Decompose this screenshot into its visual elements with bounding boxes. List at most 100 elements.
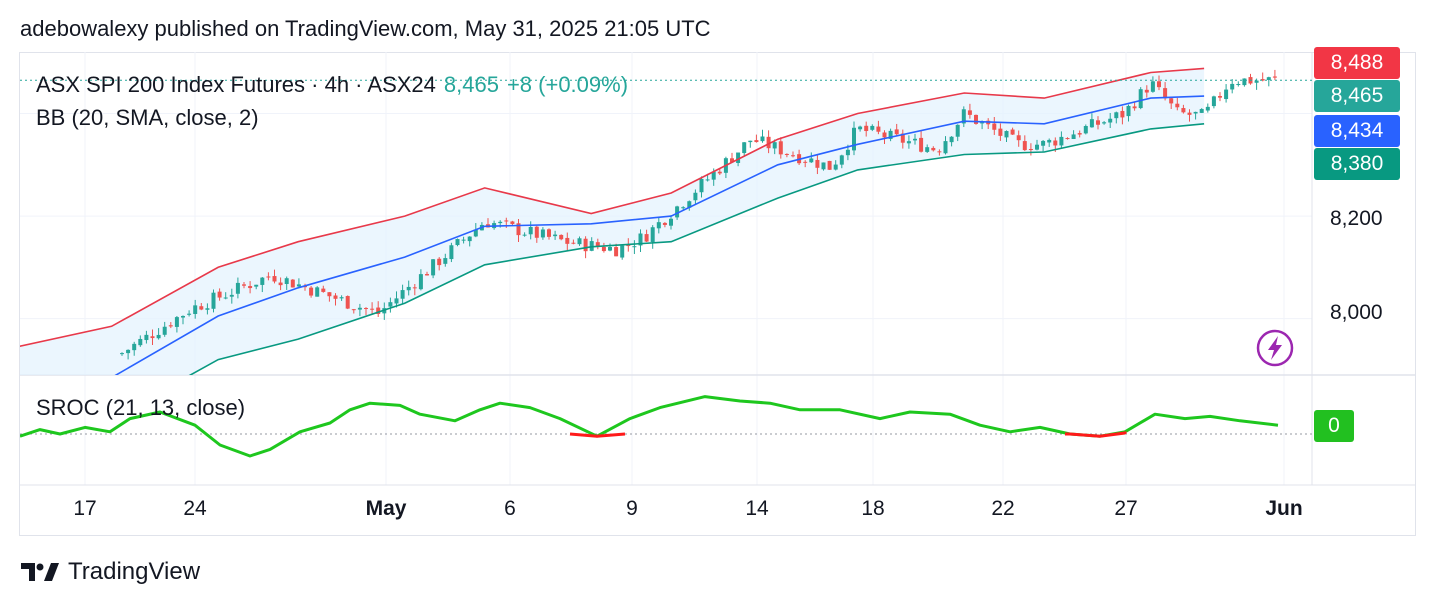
candle-body — [1236, 84, 1241, 86]
candle-body — [174, 317, 179, 327]
tradingview-footer[interactable]: TradingView — [20, 558, 200, 586]
candle-body — [333, 295, 338, 299]
candle-body — [620, 245, 625, 258]
candle-body — [687, 201, 692, 208]
candle-body — [315, 287, 320, 297]
candle-body — [766, 136, 771, 149]
candle-body — [187, 313, 192, 315]
candle-body — [638, 233, 643, 246]
candle-body — [1053, 140, 1058, 146]
candle-body — [644, 234, 649, 242]
candle-body — [1181, 108, 1186, 113]
candle-body — [815, 159, 820, 168]
candle-body — [608, 247, 612, 251]
candle-body — [974, 114, 978, 124]
candle-body — [455, 239, 460, 246]
candle-body — [431, 259, 436, 276]
candle-body — [601, 246, 606, 252]
candle-body — [1041, 140, 1046, 146]
candle-body — [1163, 88, 1168, 99]
candle-body — [931, 147, 936, 151]
bb-upper-line — [20, 67, 1205, 347]
candle-body — [1022, 141, 1027, 151]
symbol-legend[interactable]: ASX SPI 200 Index Futures · 4h · ASX24 8,… — [36, 72, 628, 98]
candle-body — [1077, 133, 1082, 135]
candle-body — [943, 141, 948, 154]
candle-body — [449, 245, 454, 260]
tradingview-logo-icon — [21, 563, 59, 581]
candle-body — [181, 315, 185, 318]
candle-body — [1065, 138, 1070, 140]
bb-lower-badge: 8,380 — [1314, 148, 1400, 180]
candle-body — [675, 206, 680, 218]
candle-body — [516, 223, 521, 236]
candle-body — [284, 278, 289, 284]
y-tick-label: 8,000 — [1330, 301, 1383, 324]
candle-body — [1230, 83, 1235, 90]
candle-body — [839, 155, 844, 165]
candle-body — [791, 155, 795, 157]
tradingview-brand: TradingView — [68, 558, 201, 585]
x-tick-label: 22 — [991, 497, 1015, 520]
candle-body — [1157, 81, 1161, 88]
candle-body — [821, 162, 826, 170]
candle-body — [778, 141, 783, 155]
sroc-pane — [20, 395, 1279, 458]
sroc-indicator-legend[interactable]: SROC (21, 13, close) — [36, 395, 246, 420]
candle-body — [626, 245, 631, 247]
price-pane — [20, 67, 1277, 375]
candle-body — [290, 279, 295, 288]
candle-body — [278, 282, 283, 286]
candle-body — [132, 343, 137, 351]
candle-body — [595, 242, 600, 248]
candle-body — [1108, 118, 1113, 123]
candle-body — [1089, 119, 1094, 128]
candle-body — [309, 287, 314, 296]
candle-body — [1120, 110, 1125, 118]
chart-frame — [19, 52, 1416, 536]
candle-body — [138, 338, 143, 346]
candle-body — [1016, 135, 1021, 141]
bb-upper-badge: 8,488 — [1314, 47, 1400, 79]
candle-body — [900, 133, 905, 143]
candle-body — [870, 125, 875, 130]
candle-body — [1059, 136, 1064, 146]
candle-body — [565, 237, 570, 244]
last-price-badge: 8,465 — [1314, 80, 1400, 112]
candle-body — [443, 258, 448, 264]
candle-body — [370, 308, 375, 310]
candle-body — [736, 152, 741, 163]
candle-body — [888, 130, 893, 139]
candle-body — [730, 158, 734, 163]
candle-body — [669, 218, 673, 226]
lightning-icon[interactable] — [1256, 329, 1294, 367]
candle-body — [937, 151, 942, 153]
candle-body — [199, 306, 204, 310]
candle-body — [1132, 106, 1137, 109]
candle-body — [351, 309, 356, 311]
candle-body — [418, 274, 423, 290]
candle-body — [1254, 80, 1259, 83]
candle-body — [705, 179, 710, 181]
bb-middle-line — [114, 95, 1205, 375]
candle-body — [571, 242, 576, 244]
candle-body — [1028, 149, 1033, 151]
candle-body — [717, 171, 722, 174]
bb-indicator-legend[interactable]: BB (20, SMA, close, 2) — [36, 105, 259, 130]
candle-body — [217, 291, 222, 298]
candle-body — [1193, 111, 1198, 114]
candle-body — [1096, 120, 1100, 125]
candle-body — [662, 222, 667, 225]
candle-body — [522, 234, 527, 236]
candle-body — [1010, 129, 1015, 135]
candle-body — [967, 110, 972, 115]
x-tick-label: 14 — [745, 497, 769, 520]
candle-body — [266, 276, 271, 278]
bb-lower-line — [188, 123, 1205, 375]
candle-body — [327, 292, 332, 297]
candle-body — [498, 221, 503, 224]
candle-body — [1071, 134, 1076, 139]
candle-body — [156, 334, 161, 339]
candle-body — [833, 164, 838, 170]
